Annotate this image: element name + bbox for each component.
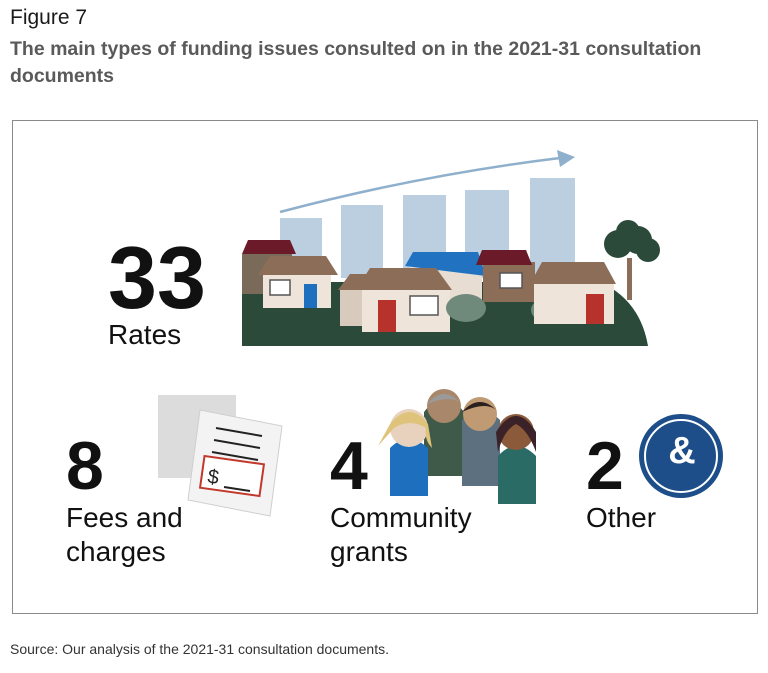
grants-label-line2: grants (330, 536, 408, 567)
bar-5 (530, 178, 575, 278)
grants-label-line1: Community (330, 502, 472, 533)
infographic-panel (12, 120, 758, 614)
bar-2 (341, 205, 383, 278)
fees-label-line1: Fees and (66, 502, 183, 533)
figure-title: The main types of funding issues consult… (10, 38, 702, 87)
invoice-documents-icon: $ (158, 395, 283, 517)
trend-arrow-head (557, 150, 575, 167)
trend-arrow-line (279, 156, 561, 214)
fees-value: 8 (66, 428, 104, 504)
ampersand-glyph: & (668, 430, 696, 472)
rates-value: 33 (108, 228, 206, 327)
source-note: Source: Our analysis of the 2021-31 cons… (10, 641, 389, 657)
rates-label: Rates (108, 319, 182, 350)
figure-label: Figure 7 (10, 6, 88, 29)
svg-text:$: $ (206, 466, 220, 489)
other-value: 2 (586, 428, 624, 504)
houses-icon (242, 220, 660, 346)
ampersand-icon (639, 414, 723, 498)
other-label: Other (586, 502, 657, 533)
fees-label-line2: charges (66, 536, 166, 567)
community-people-icon (378, 389, 536, 504)
grants-value: 4 (330, 428, 368, 504)
